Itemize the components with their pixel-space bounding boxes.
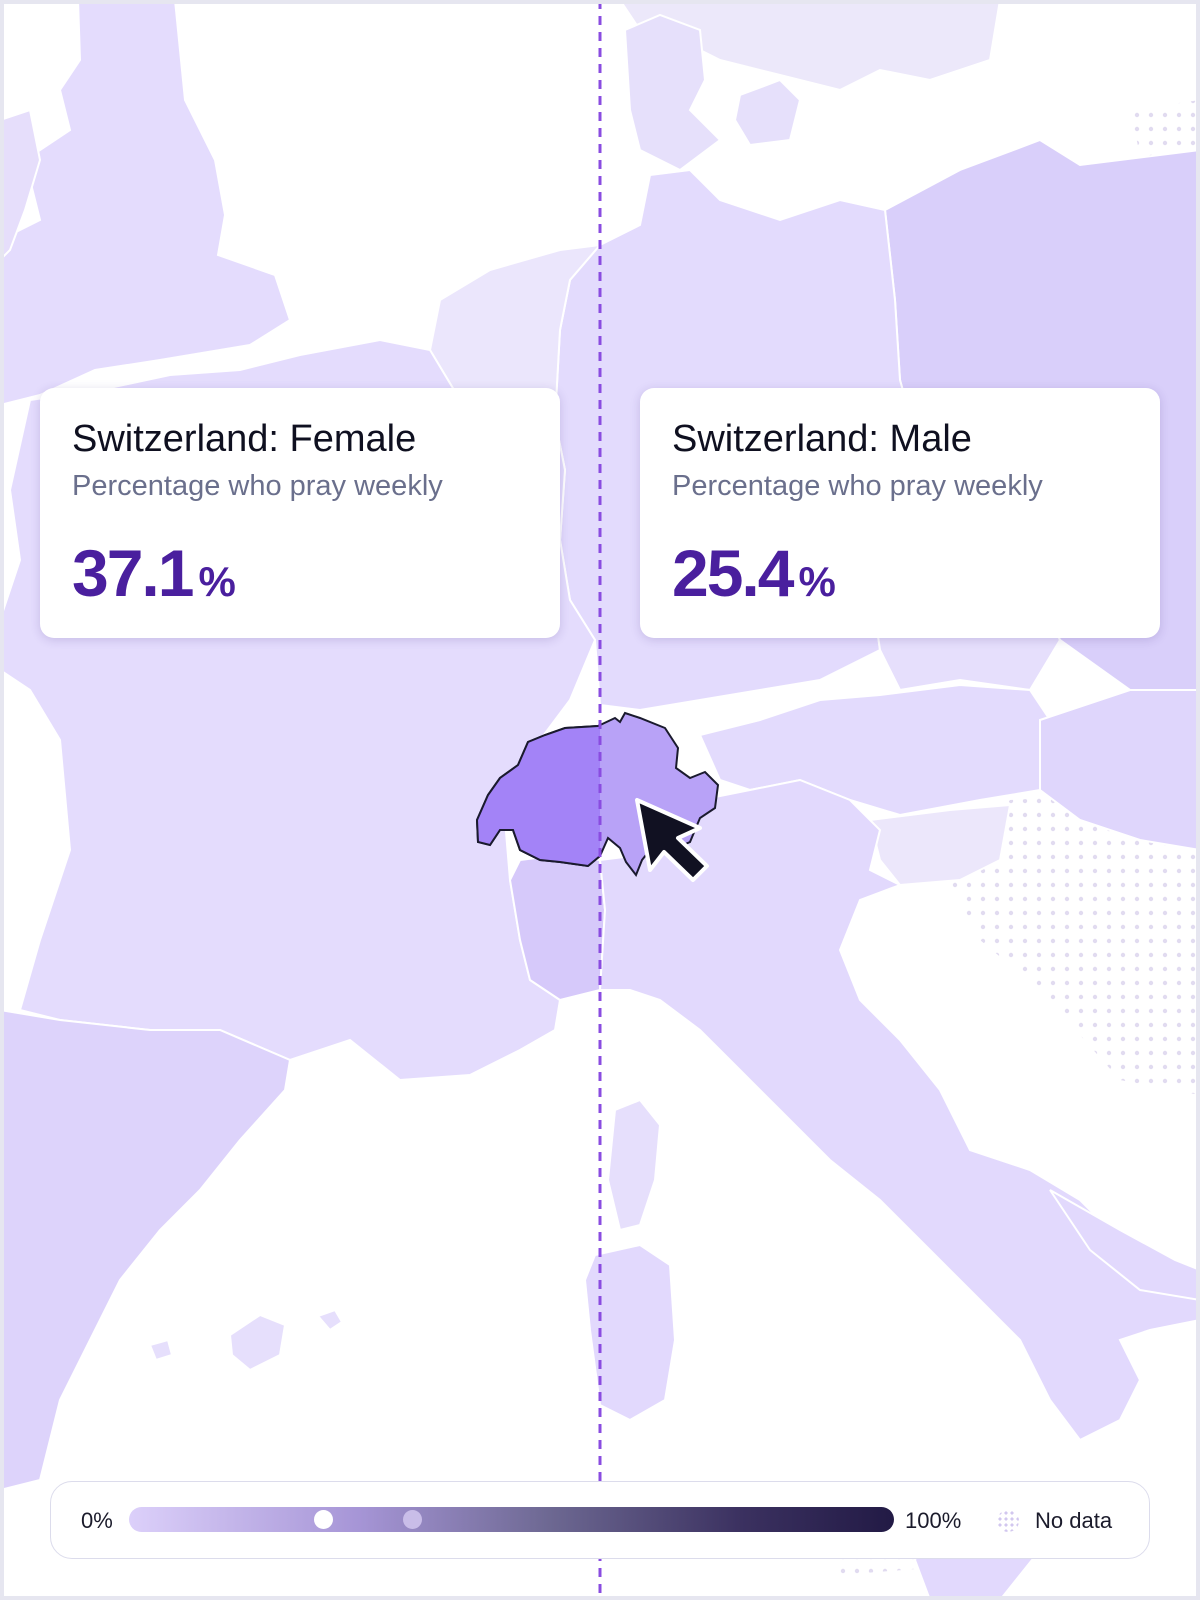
mallorca xyxy=(228,1313,287,1372)
ibiza xyxy=(148,1338,174,1362)
sardinia xyxy=(583,1243,677,1422)
legend-no-data-label: No data xyxy=(1035,1508,1113,1533)
male-value-unit: % xyxy=(798,558,836,605)
female-value-number: 37.1 xyxy=(72,536,194,610)
great-britain xyxy=(0,0,292,407)
spain xyxy=(0,1008,292,1492)
male-card-value: 25.4% xyxy=(672,538,1128,627)
no-data-area-north xyxy=(1130,100,1200,160)
slovenia-croatia xyxy=(868,803,1012,887)
ireland xyxy=(0,108,42,262)
female-info-card: Switzerland: Female Percentage who pray … xyxy=(40,388,560,638)
corsica xyxy=(606,1098,662,1232)
no-data-dots-icon xyxy=(997,1510,1019,1532)
female-value-unit: % xyxy=(198,558,236,605)
legend-min-label: 0% xyxy=(81,1508,113,1533)
arrow-cursor-icon xyxy=(635,798,709,882)
legend-max-label: 100% xyxy=(905,1508,962,1533)
female-card-title: Switzerland: Female xyxy=(72,418,417,460)
legend-marker-female xyxy=(403,1510,423,1529)
danish-islands xyxy=(733,78,802,147)
italy-heel xyxy=(1049,1189,1200,1302)
female-card-subtitle: Percentage who pray weekly xyxy=(72,470,443,502)
italy xyxy=(598,778,1200,1442)
legend-gradient-bar xyxy=(129,1507,894,1532)
male-value-number: 25.4 xyxy=(672,536,794,610)
male-info-card: Switzerland: Male Percentage who pray we… xyxy=(640,388,1160,638)
color-scale-legend: 0% 100% No data xyxy=(50,1481,1150,1559)
menorca xyxy=(316,1308,344,1332)
female-card-value: 37.1% xyxy=(72,538,528,627)
male-card-subtitle: Percentage who pray weekly xyxy=(672,470,1043,502)
male-card-title: Switzerland: Male xyxy=(672,418,972,460)
denmark xyxy=(623,13,722,172)
no-data-area-east xyxy=(950,790,1200,1095)
legend-marker-male xyxy=(313,1510,333,1529)
switzerland-female-side[interactable] xyxy=(475,713,718,875)
hungary xyxy=(1039,689,1200,852)
